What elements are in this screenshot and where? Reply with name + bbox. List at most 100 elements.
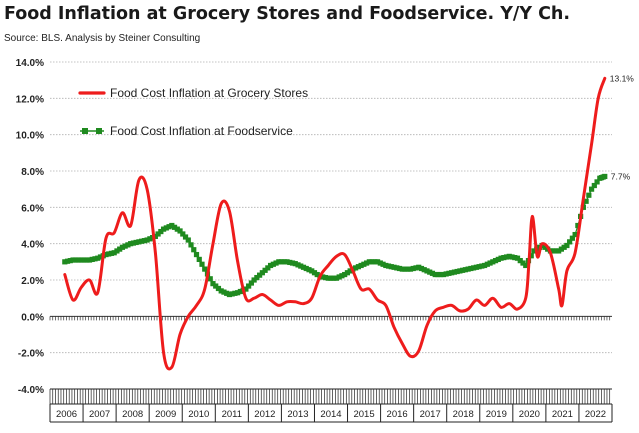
series-marker-foodservice xyxy=(361,261,367,267)
y-tick-label: 10.0% xyxy=(16,131,44,142)
series-marker-foodservice xyxy=(300,264,307,270)
gridlines xyxy=(50,61,612,390)
series-marker-foodservice xyxy=(64,258,71,264)
series-marker-foodservice xyxy=(237,288,244,295)
end-label-grocery: 13.1% xyxy=(610,73,635,83)
series-marker-foodservice xyxy=(191,247,197,253)
series-marker-foodservice xyxy=(257,272,263,278)
series-line-grocery xyxy=(63,76,607,371)
series-marker-foodservice xyxy=(399,266,405,272)
series-marker-foodservice xyxy=(289,260,296,266)
x-category-label: 2013 xyxy=(287,409,308,420)
series-marker-foodservice xyxy=(457,268,463,274)
series-marker-foodservice xyxy=(136,239,142,245)
series-marker-foodservice xyxy=(366,259,372,265)
series-marker-foodservice xyxy=(333,275,340,281)
series-marker-foodservice xyxy=(196,256,202,263)
series-marker-foodservice xyxy=(141,238,147,244)
series-marker-foodservice xyxy=(468,265,474,272)
series-marker-foodservice xyxy=(86,257,93,263)
y-tick-label: 2.0% xyxy=(21,276,44,287)
x-category-label: 2008 xyxy=(122,409,143,420)
x-category-label: 2014 xyxy=(320,409,341,420)
series-marker-foodservice xyxy=(446,270,452,276)
series-marker-foodservice xyxy=(84,257,90,263)
series-marker-foodservice xyxy=(561,244,567,250)
series-marker-foodservice xyxy=(506,253,512,259)
x-category-label: 2007 xyxy=(89,409,110,420)
series-marker-foodservice xyxy=(89,256,95,263)
x-category-label: 2011 xyxy=(222,409,242,420)
series-marker-foodservice xyxy=(569,235,575,241)
series-marker-foodservice xyxy=(295,262,301,268)
series-marker-foodservice xyxy=(564,242,570,249)
series-marker-foodservice xyxy=(73,257,79,263)
series-marker-foodservice xyxy=(292,261,298,267)
series-marker-foodservice xyxy=(369,259,375,265)
series-marker-foodservice xyxy=(224,290,230,296)
series-marker-foodservice xyxy=(128,241,134,247)
series-marker-foodservice xyxy=(388,264,394,270)
series-marker-foodservice xyxy=(147,236,153,242)
series-marker-foodservice xyxy=(62,259,68,265)
y-tick-label: 14.0% xyxy=(16,58,44,69)
series-marker-foodservice xyxy=(166,224,172,230)
series-marker-foodservice xyxy=(495,256,501,263)
series-marker-foodservice xyxy=(550,248,556,254)
series-marker-foodservice xyxy=(81,257,87,263)
series-marker-foodservice xyxy=(92,256,98,262)
x-category-label: 2018 xyxy=(453,409,474,420)
series-marker-foodservice xyxy=(67,258,73,264)
x-category-label: 2012 xyxy=(254,409,275,420)
series-marker-foodservice xyxy=(476,264,482,270)
series-marker-foodservice xyxy=(287,259,293,266)
series-marker-foodservice xyxy=(259,270,265,276)
series-marker-foodservice xyxy=(339,273,345,279)
series-marker-foodservice xyxy=(246,283,252,289)
series-marker-foodservice xyxy=(553,248,559,254)
series-marker-foodservice xyxy=(152,233,158,239)
series-marker-foodservice xyxy=(462,267,468,273)
series-marker-foodservice xyxy=(75,257,82,263)
series-marker-foodservice xyxy=(377,260,383,266)
series-marker-foodservice xyxy=(344,270,351,276)
y-tick-label: 8.0% xyxy=(21,167,44,178)
series-marker-foodservice xyxy=(394,265,400,271)
series-marker-foodservice xyxy=(391,264,397,270)
series-marker-foodservice xyxy=(125,242,131,248)
x-category-label: 2006 xyxy=(56,409,77,420)
legend-label-grocery: Food Cost Inflation at Grocery Stores xyxy=(110,86,308,100)
series-marker-foodservice xyxy=(383,262,389,269)
series-marker-foodservice xyxy=(210,281,216,287)
series-marker-foodservice xyxy=(182,234,189,240)
series-marker-foodservice xyxy=(188,242,194,248)
y-tick-label: 0.0% xyxy=(21,312,44,323)
series-marker-foodservice xyxy=(572,231,578,238)
series-marker-foodservice xyxy=(229,291,235,297)
series-marker-foodservice xyxy=(298,263,304,269)
series-marker-foodservice xyxy=(380,261,386,267)
series-marker-foodservice xyxy=(306,267,312,273)
series-marker-foodservice xyxy=(309,268,315,274)
series-marker-foodservice xyxy=(449,270,455,276)
series-marker-foodservice xyxy=(407,266,414,272)
series-marker-foodservice xyxy=(314,271,320,278)
x-axis-categories: 2006 2007 2008 2009 2010 2011 2012 2013 2014 2015… xyxy=(49,388,613,423)
x-category-label: 2015 xyxy=(353,409,374,420)
series-marker-foodservice xyxy=(311,270,318,276)
series-marker-foodservice xyxy=(171,224,178,230)
series-marker-foodservice xyxy=(243,286,249,292)
series-marker-foodservice xyxy=(155,231,161,237)
series-marker-foodservice xyxy=(144,237,150,243)
series-marker-foodservice xyxy=(221,289,227,295)
legend-label-foodservice: Food Cost Inflation at Foodservice xyxy=(110,124,293,138)
series-marker-foodservice xyxy=(251,277,257,283)
series-marker-foodservice xyxy=(273,260,279,266)
series-marker-foodservice xyxy=(509,254,515,260)
series-marker-foodservice xyxy=(342,271,348,278)
series-marker-foodservice xyxy=(501,254,507,261)
series-marker-foodservice xyxy=(481,262,488,269)
series-marker-foodservice xyxy=(213,283,219,289)
series-marker-foodservice xyxy=(139,238,145,244)
